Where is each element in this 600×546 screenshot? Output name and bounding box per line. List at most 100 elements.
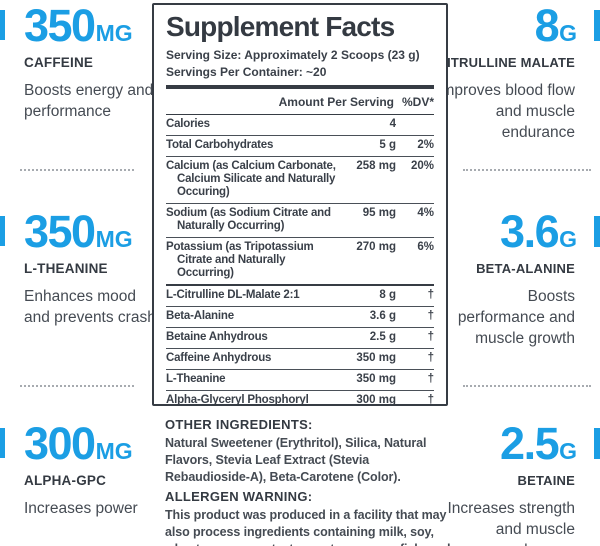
benefit-betaine: 2.5G BETAINE Increases strength and musc…	[437, 421, 577, 546]
table-row: Total Carbohydrates 5 g 2%	[166, 136, 434, 157]
benefit-citrulline-malate: 8G CITRULLINE MALATE Improves blood flow…	[437, 0, 577, 143]
row-name: Beta-Alanine	[166, 310, 234, 322]
ingredient-name: L-THEANINE	[24, 261, 108, 276]
row-name: Betaine Anhydrous	[166, 331, 268, 343]
benefit-description: Improves blood flow and muscle endurance	[437, 82, 575, 141]
row-amount: 300 mg	[356, 394, 396, 406]
benefit-beta-alanine: 3.6G BETA-ALANINE Boosts performance and…	[437, 209, 577, 349]
dotted-divider	[463, 385, 591, 387]
row-amount: 2.5 g	[369, 331, 396, 343]
amount-unit: MG	[95, 226, 133, 252]
dotted-divider	[463, 169, 591, 171]
dotted-divider	[20, 385, 134, 387]
other-ingredients-section: OTHER INGREDIENTS: Natural Sweetener (Er…	[165, 417, 451, 486]
benefit-l-theanine: 350MG L-THEANINE Enhances mood and preve…	[24, 209, 162, 328]
other-ingredients-heading: OTHER INGREDIENTS:	[165, 417, 313, 432]
row-dv: 2%	[417, 139, 434, 151]
ingredient-name: ALPHA-GPC	[24, 473, 107, 488]
amount-per-serving-header: Amount Per Serving	[278, 95, 394, 109]
benefit-description: Enhances mood and prevents crash	[24, 288, 156, 326]
row-dv: †	[427, 394, 434, 406]
row-dv: †	[427, 352, 434, 364]
row-dv: 4%	[417, 207, 434, 219]
benefit-amount: 350MG	[24, 209, 162, 254]
row-amount: 5 g	[379, 139, 396, 151]
row-name: Calories	[166, 118, 210, 130]
row-name: Calcium (as Calcium Carbonate, Calcium S…	[166, 160, 336, 198]
row-name: Sodium (as Sodium Citrate and Naturally …	[166, 207, 331, 232]
amount-value: 350	[24, 206, 96, 257]
amount-unit: G	[559, 226, 577, 252]
facts-table: Calories 4 Total Carbohydrates 5 g 2% Calci…	[166, 115, 434, 406]
benefit-alpha-gpc: 300MG ALPHA-GPC Increases power	[24, 421, 162, 519]
amount-unit: MG	[95, 438, 133, 464]
table-row: Potassium (as Tripotassium Citrate and N…	[166, 238, 434, 285]
row-dv: 6%	[417, 241, 434, 253]
ingredient-name: CITRULLINE MALATE	[437, 55, 575, 70]
benefit-description: Increases strength and muscle endurance	[447, 500, 575, 546]
benefit-description: Increases power	[24, 500, 138, 517]
row-name: Total Carbohydrates	[166, 139, 274, 151]
allergen-warning-section: ALLERGEN WARNING: This product was produ…	[165, 489, 451, 546]
accent-bar	[594, 216, 600, 247]
accent-bar	[594, 428, 600, 459]
supplement-facts-panel: Supplement Facts Serving Size: Approxima…	[152, 3, 448, 406]
amount-unit: G	[559, 438, 577, 464]
allergen-warning-text: This product was produced in a facility …	[165, 508, 451, 546]
row-amount: 350 mg	[356, 352, 396, 364]
ingredient-name: BETAINE	[517, 473, 575, 488]
dotted-divider	[20, 169, 134, 171]
row-dv: 20%	[410, 160, 434, 172]
row-amount: 95 mg	[362, 207, 396, 219]
benefit-description: Boosts energy and performance	[24, 82, 154, 120]
table-header: Amount Per Serving %DV*	[166, 89, 434, 115]
row-dv: †	[427, 331, 434, 343]
amount-unit: MG	[95, 20, 133, 46]
amount-value: 300	[24, 418, 96, 469]
row-name: Caffeine Anhydrous	[166, 352, 272, 364]
amount-value: 350	[24, 0, 96, 51]
accent-bar	[0, 216, 5, 246]
benefit-amount: 3.6G	[437, 209, 577, 254]
row-name: Alpha-Glyceryl Phosphoryl Choline (GPC) …	[166, 394, 309, 406]
amount-value: 3.6	[500, 206, 560, 257]
benefit-amount: 300MG	[24, 421, 162, 466]
amount-value: 8	[534, 0, 560, 51]
row-name: L-Citrulline DL-Malate 2:1	[166, 289, 300, 301]
benefit-caffeine: 350MG CAFFEINE Boosts energy and perform…	[24, 3, 162, 122]
accent-bar	[0, 10, 5, 40]
table-row: Betaine Anhydrous 2.5 g †	[166, 328, 434, 349]
table-row: L-Citrulline DL-Malate 2:1 8 g †	[166, 284, 434, 307]
row-amount: 350 mg	[356, 373, 396, 385]
panel-title: Supplement Facts	[166, 11, 395, 42]
row-amount: 8 g	[379, 289, 396, 301]
ingredient-name: CAFFEINE	[24, 55, 94, 70]
other-ingredients-text: Natural Sweetener (Erythritol), Silica, …	[165, 436, 427, 484]
row-amount: 270 mg	[356, 241, 396, 253]
servings-per-container: Servings Per Container: ~20	[166, 64, 327, 79]
row-dv: †	[427, 289, 434, 301]
row-amount: 4	[389, 118, 396, 130]
table-row: Calcium (as Calcium Carbonate, Calcium S…	[166, 157, 434, 204]
row-amount: 258 mg	[356, 160, 396, 172]
row-dv: †	[427, 310, 434, 322]
table-row: Alpha-Glyceryl Phosphoryl Choline (GPC) …	[166, 391, 434, 406]
row-name: Potassium (as Tripotassium Citrate and N…	[166, 241, 314, 279]
table-row: L-Theanine 350 mg †	[166, 370, 434, 391]
table-row: Sodium (as Sodium Citrate and Naturally …	[166, 204, 434, 238]
benefit-amount: 2.5G	[437, 421, 577, 466]
serving-size: Serving Size: Approximately 2 Scoops (23…	[166, 48, 420, 62]
allergen-warning-heading: ALLERGEN WARNING:	[165, 489, 313, 504]
table-row: Caffeine Anhydrous 350 mg †	[166, 349, 434, 370]
row-name: L-Theanine	[166, 373, 226, 385]
accent-bar	[594, 10, 600, 41]
dv-header: %DV*	[401, 95, 434, 109]
amount-unit: G	[559, 20, 577, 46]
amount-value: 2.5	[500, 418, 560, 469]
accent-bar	[0, 428, 5, 458]
divider-thick	[166, 85, 434, 89]
table-row: Beta-Alanine 3.6 g †	[166, 307, 434, 328]
row-dv: †	[427, 373, 434, 385]
row-amount: 3.6 g	[369, 310, 396, 322]
benefit-amount: 350MG	[24, 3, 162, 48]
